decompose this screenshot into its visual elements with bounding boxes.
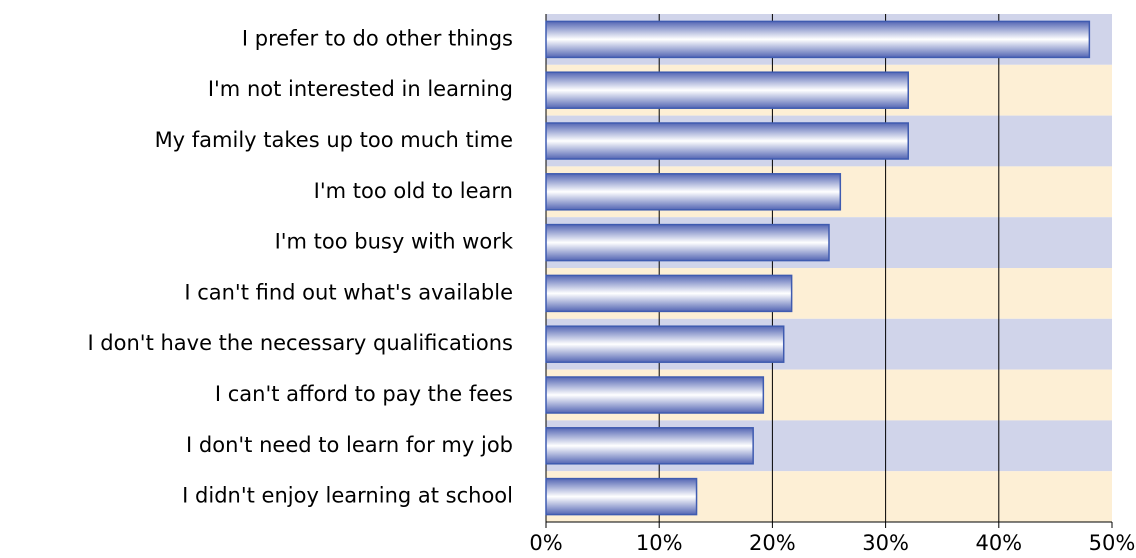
y-tick-label: I don't need to learn for my job bbox=[186, 433, 513, 457]
x-tick-label: 50% bbox=[1089, 531, 1136, 554]
y-tick-label: I don't have the necessary qualification… bbox=[87, 331, 513, 355]
bar bbox=[545, 122, 909, 160]
y-tick-label: I'm not interested in learning bbox=[208, 77, 513, 101]
bar bbox=[545, 274, 793, 313]
bar bbox=[545, 427, 754, 465]
y-tick-label: My family takes up too much time bbox=[155, 128, 513, 152]
bar bbox=[545, 477, 698, 516]
bar bbox=[545, 20, 1091, 59]
x-tick-label: 0% bbox=[529, 531, 562, 554]
y-tick-label: I can't afford to pay the fees bbox=[215, 382, 513, 406]
y-tick-label: I'm too old to learn bbox=[314, 179, 513, 203]
x-tick-label: 10% bbox=[636, 531, 683, 554]
bar bbox=[545, 71, 909, 109]
x-tick-label: 40% bbox=[975, 531, 1022, 554]
x-tick-label: 30% bbox=[862, 531, 909, 554]
y-tick-label: I didn't enjoy learning at school bbox=[182, 484, 513, 508]
y-tick-label: I'm too busy with work bbox=[275, 230, 514, 254]
bar bbox=[545, 173, 842, 211]
bar bbox=[545, 376, 765, 414]
bar bbox=[545, 223, 830, 262]
y-tick-label: I prefer to do other things bbox=[242, 26, 513, 50]
x-tick-label: 20% bbox=[749, 531, 796, 554]
y-tick-label: I can't find out what's available bbox=[184, 280, 513, 304]
bar bbox=[545, 325, 785, 363]
